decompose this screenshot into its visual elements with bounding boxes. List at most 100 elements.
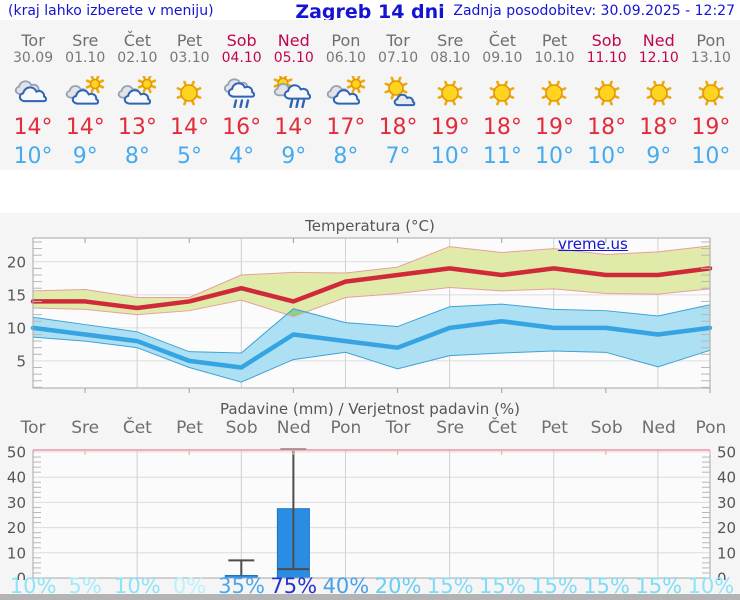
svg-text:20: 20 — [7, 519, 26, 537]
min-temp: 8° — [124, 144, 150, 169]
svg-text:10: 10 — [7, 319, 26, 337]
sunny-icon — [428, 76, 472, 108]
precip-day-label: Tor — [385, 418, 411, 438]
partly-sunny-icon — [115, 74, 159, 108]
precip-day-label: Sre — [436, 418, 465, 438]
footer-bar — [0, 594, 740, 600]
precip-day-label: Čet — [487, 418, 517, 438]
day-date-label: 30.09 — [13, 50, 54, 66]
header: (kraj lahko izberete v meniju) Zagreb 14… — [0, 0, 740, 23]
day-column: Tor 07.10 18° 7° — [372, 20, 424, 168]
sunny-icon — [167, 76, 211, 108]
sunny-icon — [689, 76, 733, 108]
day-date-label: 10.10 — [534, 50, 575, 66]
precipitation-chart-title: Padavine (mm) / Verjetnost padavin (%) — [220, 400, 520, 418]
day-name-label: Pon — [331, 31, 361, 50]
day-column: Ned 05.10 14° 9° — [268, 20, 320, 168]
precip-day-label: Pon — [330, 418, 362, 438]
day-name-label: Tor — [21, 31, 45, 50]
svg-text:0: 0 — [717, 570, 727, 581]
day-date-label: 11.10 — [586, 50, 627, 66]
watermark-link[interactable]: vreme.us — [558, 235, 628, 253]
max-temp: 14° — [13, 115, 53, 140]
precipitation-chart: 0 0 10 10 20 20 30 30 40 40 50 50 — [7, 444, 736, 581]
svg-text:0: 0 — [16, 570, 26, 581]
day-column: Tor 30.09 14° 10° — [7, 20, 59, 168]
day-column: Čet 09.10 18° 11° — [476, 20, 528, 168]
precip-day-label: Čet — [122, 418, 152, 438]
max-temp: 14° — [274, 115, 314, 140]
day-date-label: 09.10 — [482, 50, 523, 66]
max-temp: 19° — [691, 115, 731, 140]
day-column: Čet 02.10 13° 8° — [111, 20, 163, 168]
max-temp: 13° — [117, 115, 157, 140]
day-column: Pet 10.10 19° 10° — [528, 20, 580, 168]
day-column: Sob 04.10 16° 4° — [216, 20, 268, 168]
day-date-label: 01.10 — [65, 50, 106, 66]
sun-rain-icon — [272, 73, 316, 109]
precip-day-labels: Tor Sre Čet Pet Sob Ned Pon Tor Sre Čet Pet Sob Ned P… — [7, 418, 737, 438]
max-temp: 18° — [639, 115, 679, 140]
min-temp: 11° — [482, 144, 522, 169]
precip-day-label: Pon — [695, 418, 727, 438]
temperature-chart-title: Temperatura (°C) — [305, 217, 435, 235]
temperature-chart: 5 10 15 20 — [7, 237, 713, 393]
sunny-icon — [585, 76, 629, 108]
min-temp: 7° — [385, 144, 411, 169]
day-date-label: 13.10 — [690, 50, 731, 66]
min-temp: 9° — [281, 144, 307, 169]
day-name-label: Sre — [437, 31, 464, 50]
precip-day-label: Sob — [590, 418, 623, 438]
day-date-label: 06.10 — [325, 50, 366, 66]
max-temp: 19° — [430, 115, 470, 140]
precip-day-label: Sre — [71, 418, 100, 438]
svg-text:5: 5 — [16, 352, 26, 370]
day-date-label: 02.10 — [117, 50, 158, 66]
day-name-label: Pet — [541, 31, 568, 50]
min-temp: 5° — [176, 144, 202, 169]
precip-day-label: Sob — [225, 418, 258, 438]
day-name-label: Ned — [642, 31, 675, 50]
max-temp: 18° — [378, 115, 418, 140]
svg-text:20: 20 — [7, 253, 26, 271]
day-name-label: Pon — [696, 31, 726, 50]
max-temp: 16° — [222, 115, 262, 140]
day-date-label: 07.10 — [378, 50, 419, 66]
last-updated: Zadnja posodobitev: 30.09.2025 - 12:27 — [453, 3, 735, 19]
min-temp: 10° — [430, 144, 470, 169]
header-note: (kraj lahko izberete v meniju) — [8, 3, 214, 19]
precip-day-label: Tor — [20, 418, 46, 438]
day-date-label: 12.10 — [638, 50, 679, 66]
day-date-label: 08.10 — [430, 50, 471, 66]
precip-day-label: Pet — [541, 418, 568, 438]
sunny-icon — [532, 76, 576, 108]
day-column: Ned 12.10 18° 9° — [633, 20, 685, 168]
forecast-strip: Tor 30.09 14° 10° Sre 01.10 14° 9° Čet 02.10 13° 8°… — [0, 20, 740, 170]
svg-text:50: 50 — [7, 444, 26, 462]
page-title: Zagreb 14 dni — [295, 1, 445, 23]
min-temp: 4° — [229, 144, 255, 169]
svg-text:40: 40 — [717, 469, 736, 487]
max-temp: 19° — [534, 115, 574, 140]
day-column: Pon 13.10 19° 10° — [685, 20, 737, 168]
svg-text:30: 30 — [717, 494, 736, 512]
min-temp: 9° — [646, 144, 672, 169]
day-name-label: Sre — [72, 31, 99, 50]
rain-icon — [220, 76, 264, 109]
min-temp: 10° — [587, 144, 627, 169]
svg-text:10: 10 — [717, 544, 736, 562]
precip-day-label: Pet — [176, 418, 203, 438]
day-name-label: Ned — [277, 31, 310, 50]
day-name-label: Sob — [591, 31, 622, 50]
svg-text:10: 10 — [7, 544, 26, 562]
partly-sunny-icon — [324, 74, 368, 108]
day-date-label: 04.10 — [221, 50, 262, 66]
day-column: Sre 01.10 14° 9° — [59, 20, 111, 168]
sunny-icon — [637, 76, 681, 108]
day-column: Sob 11.10 18° 10° — [581, 20, 633, 168]
day-columns: Tor 30.09 14° 10° Sre 01.10 14° 9° Čet 02.10 13° 8°… — [7, 20, 737, 168]
day-name-label: Tor — [386, 31, 410, 50]
day-name-label: Pet — [176, 31, 203, 50]
max-temp: 14° — [169, 115, 209, 140]
